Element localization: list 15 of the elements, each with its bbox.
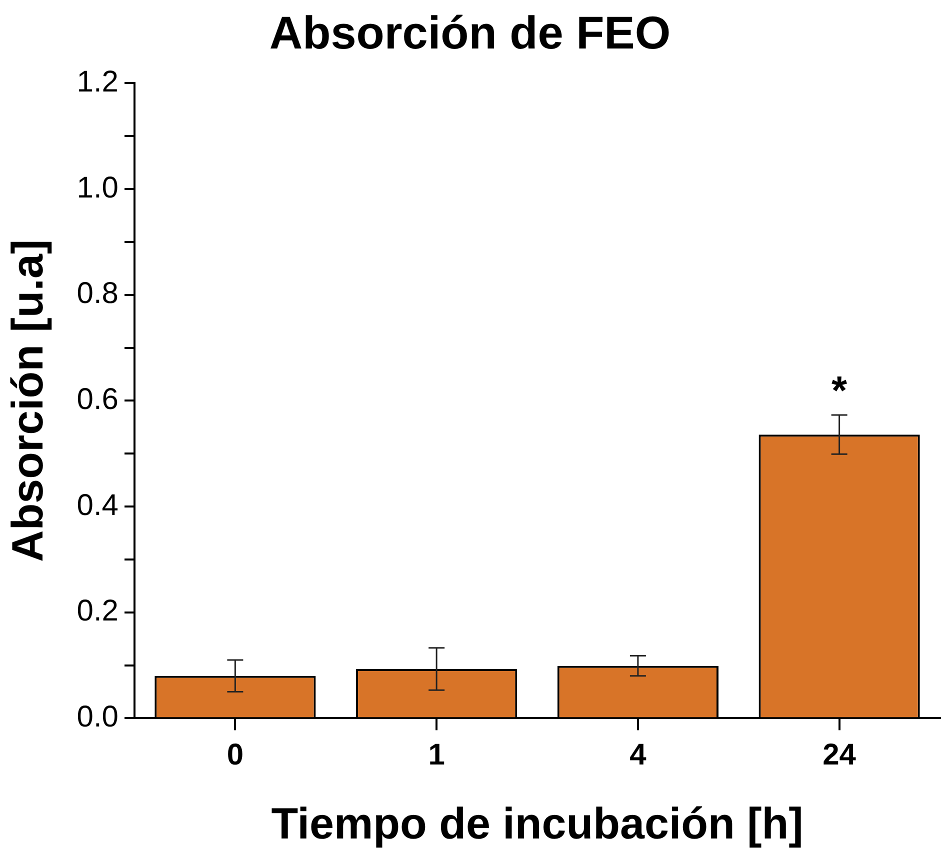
y-tick-label: 0.6 bbox=[76, 382, 119, 416]
x-tick-label: 1 bbox=[428, 738, 445, 772]
annotation: * bbox=[832, 369, 848, 414]
y-tick-label: 1.2 bbox=[76, 65, 119, 98]
x-tick-label: 24 bbox=[822, 738, 856, 772]
y-tick-label: 0.2 bbox=[76, 594, 119, 628]
y-tick-label: 0.8 bbox=[76, 277, 119, 310]
x-tick-label: 0 bbox=[226, 738, 244, 772]
chart-title: Absorción de FEO bbox=[269, 6, 671, 58]
y-tick-label: 0.4 bbox=[76, 488, 119, 522]
y-axis-title: Absorción [u.a] bbox=[4, 239, 53, 562]
y-tick-label: 1.0 bbox=[76, 171, 119, 204]
x-tick-label: 4 bbox=[630, 738, 647, 772]
y-tick-label: 0.0 bbox=[76, 700, 119, 734]
x-axis-title: Tiempo de incubación [h] bbox=[271, 800, 804, 849]
